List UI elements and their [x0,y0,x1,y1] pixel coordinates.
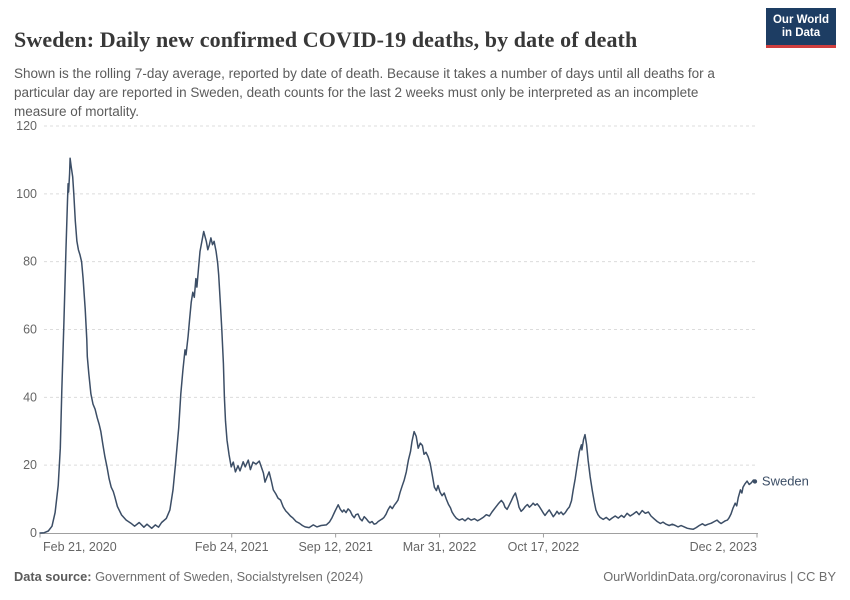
line-series-sweden[interactable] [39,157,756,534]
chart-footer: Data source: Government of Sweden, Socia… [14,569,836,584]
axis-labels: 0 20 40 60 80 100 120 Feb 21, 2020 Feb 24, 2021 S… [16,119,757,554]
license-link[interactable]: OurWorldinData.org/coronavirus | CC BY [603,569,836,584]
gridlines [44,125,757,466]
owid-logo: Our World in Data [765,8,836,48]
data-source-text: Government of Sweden, Socialstyrelsen (2… [91,569,364,584]
series-end-label: Sweden [762,473,809,488]
y-axis-tick-label: 60 [23,323,37,337]
owid-logo-line1: Our World [772,14,829,26]
y-axis-tick-label: 120 [16,119,37,133]
chart-title: Sweden: Daily new confirmed COVID-19 dea… [14,26,638,52]
data-source-note: Data source: Government of Sweden, Socia… [14,569,363,584]
series-end-dot [752,479,758,484]
x-axis-tick-label: Oct 17, 2022 [508,540,580,554]
owid-logo-line2: in Data [781,27,821,39]
x-axis-tick-label: Mar 31, 2022 [403,540,477,554]
chart-subtitle: Shown is the rolling 7-day average, repo… [14,65,715,119]
y-axis-tick-label: 80 [23,255,37,269]
y-axis-tick-label: 20 [23,458,37,472]
y-axis-tick-label: 0 [30,526,37,540]
x-axis-tick-label: Dec 2, 2023 [690,540,757,554]
data-source-label: Data source: [14,569,92,584]
series-group: Sweden [39,157,809,534]
y-axis-tick-label: 100 [16,187,37,201]
x-axis-tick-label: Feb 24, 2021 [195,540,269,554]
axes [39,533,758,538]
y-axis-tick-label: 40 [23,390,37,404]
x-axis-tick-label: Feb 21, 2020 [43,540,117,554]
x-axis-tick-label: Sep 12, 2021 [298,540,372,554]
